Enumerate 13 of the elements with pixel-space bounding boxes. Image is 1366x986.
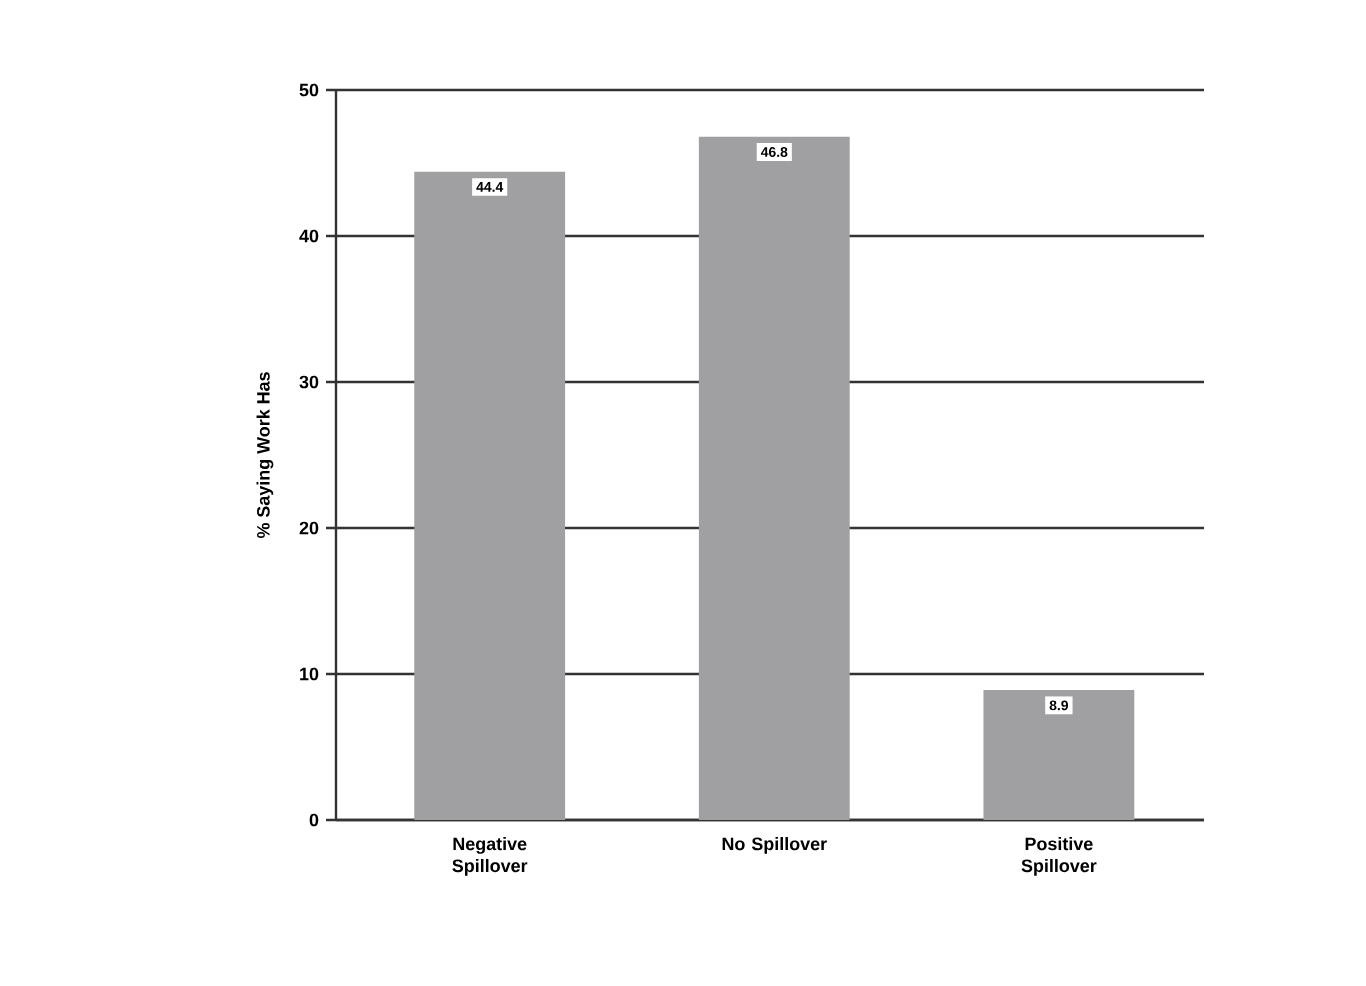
x-tick-label: Positive Spillover — [1021, 837, 1097, 876]
y-tick-label: 20 — [299, 521, 319, 535]
x-tick-label: No Spillover — [722, 837, 827, 854]
y-tick-label: 40 — [299, 229, 319, 243]
bar — [698, 136, 850, 820]
bar — [983, 690, 1135, 820]
x-tick-label: Negative Spillover — [452, 837, 528, 876]
y-tick-label: 50 — [299, 83, 319, 97]
bar — [414, 171, 566, 820]
y-tick-label: 10 — [300, 667, 319, 681]
y-axis-title: % Saying Work Has — [256, 372, 274, 539]
y-tick-label: 0 — [309, 813, 319, 827]
y-tick-label: 30 — [299, 375, 319, 389]
